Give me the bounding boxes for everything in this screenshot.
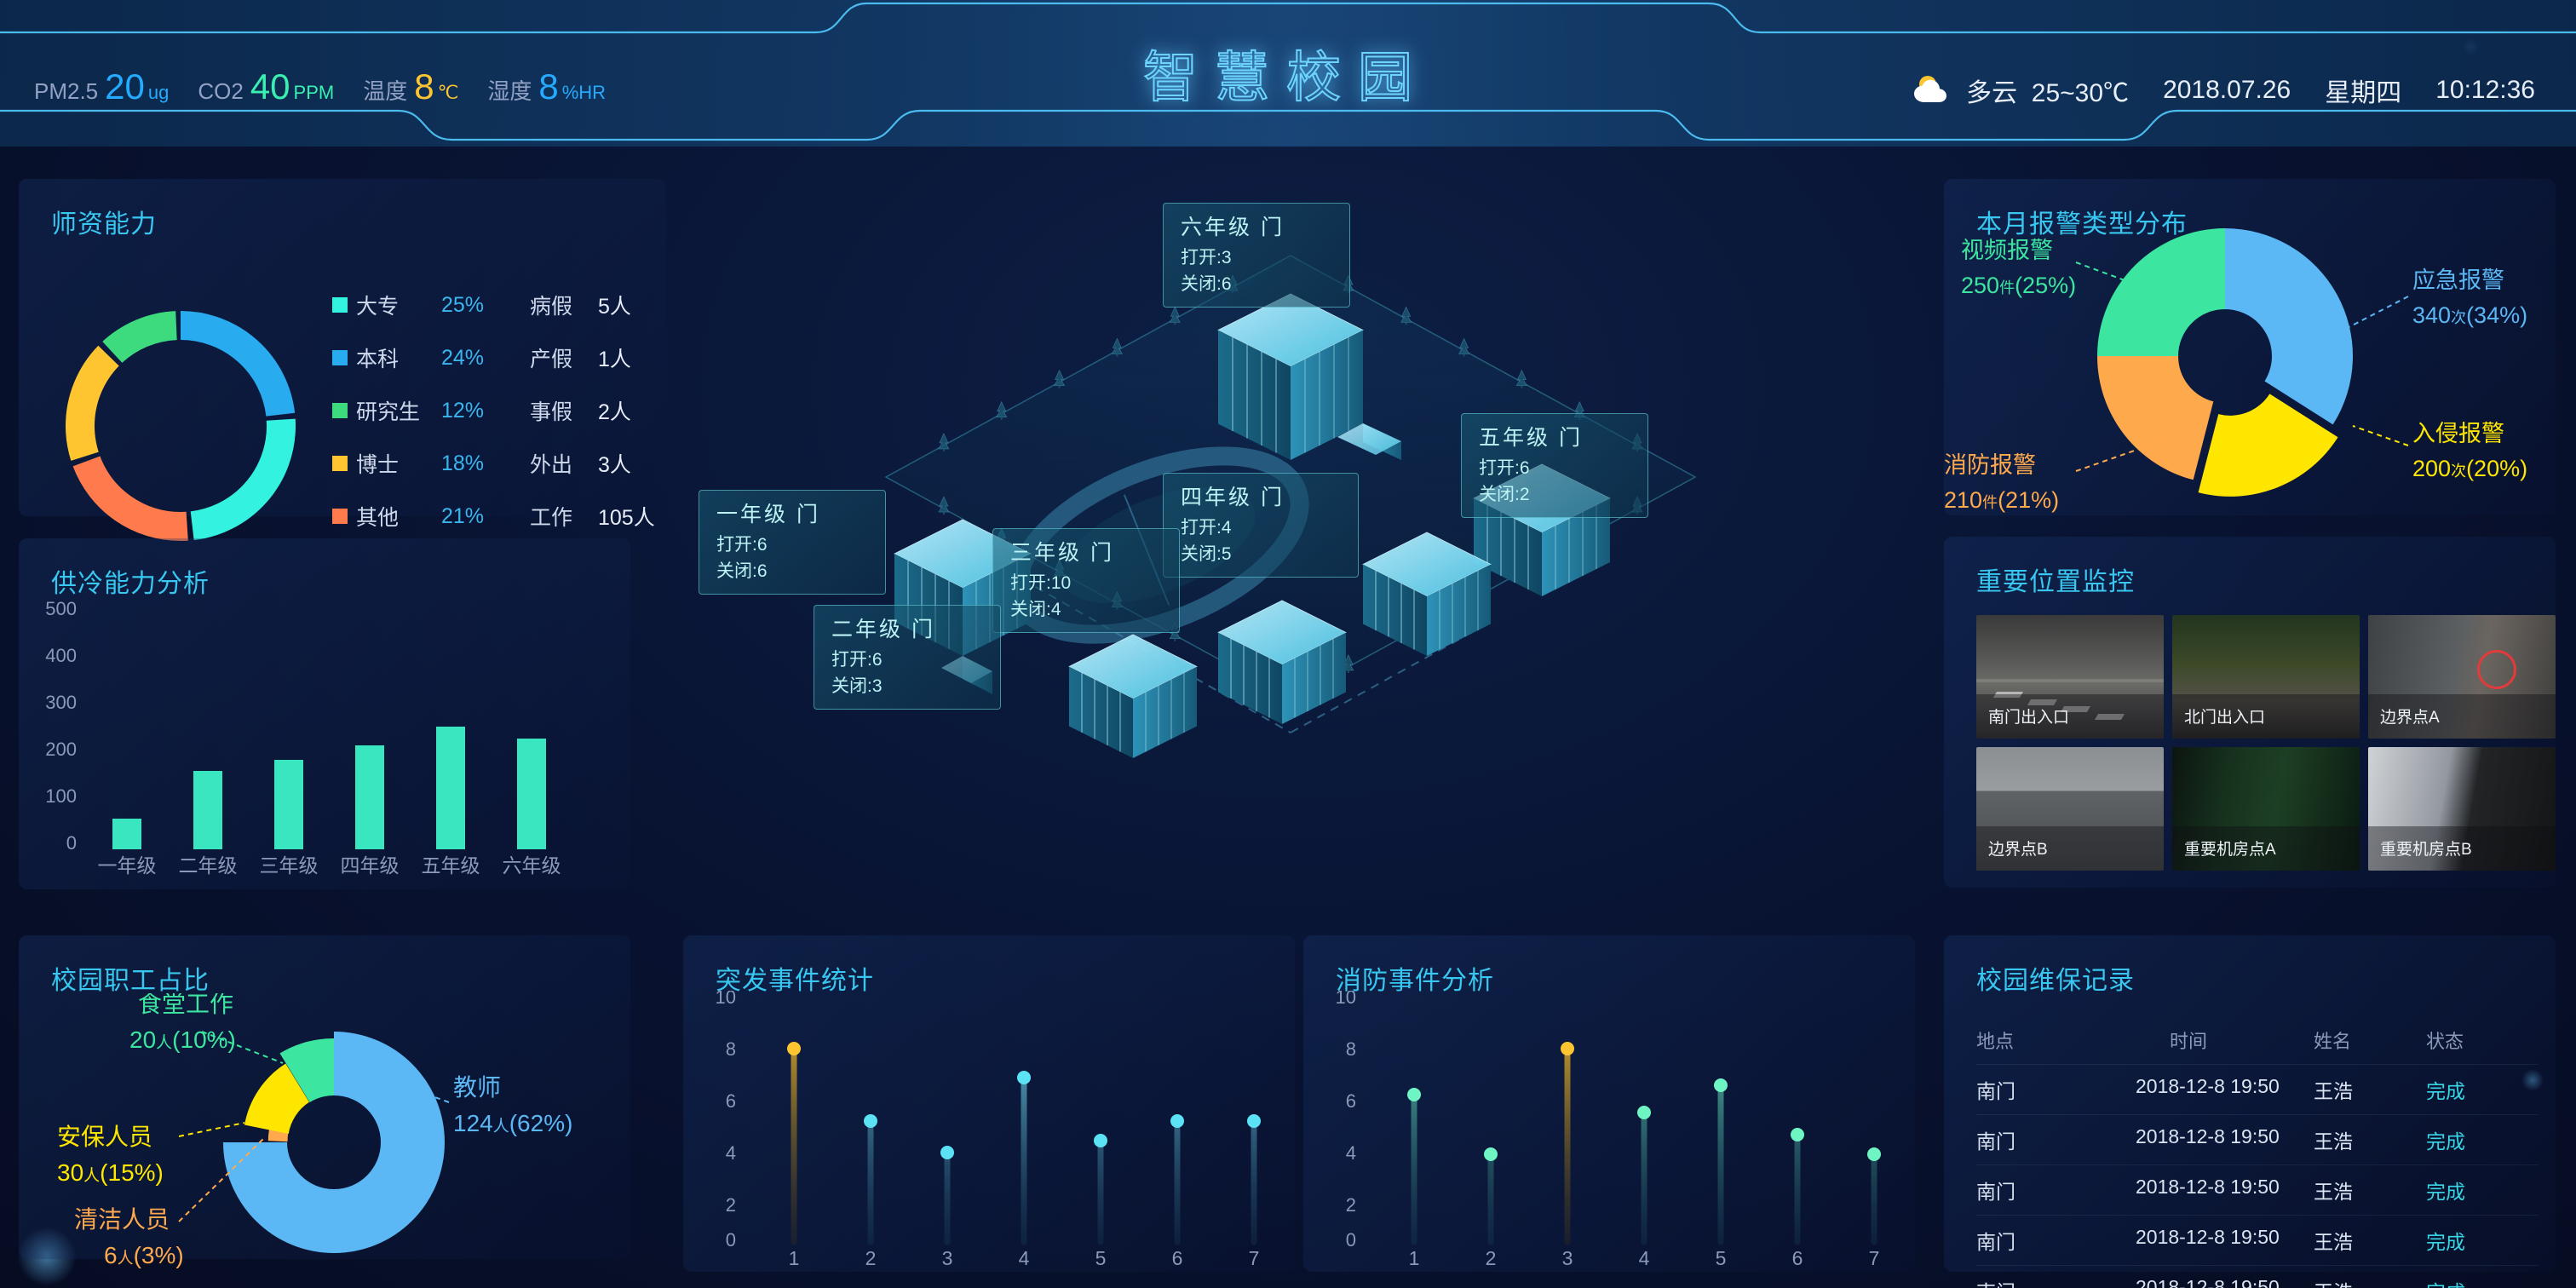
- svg-text:6: 6: [1792, 1247, 1803, 1269]
- svg-text:10: 10: [1336, 991, 1356, 1008]
- svg-text:2: 2: [726, 1194, 736, 1216]
- svg-text:入侵报警: 入侵报警: [2412, 421, 2504, 446]
- svg-text:清洁人员: 清洁人员: [74, 1206, 170, 1233]
- svg-text:6: 6: [1346, 1090, 1356, 1112]
- svg-text:食堂工作: 食堂工作: [138, 993, 233, 1017]
- svg-text:210件(21%): 210件(21%): [1944, 487, 2059, 513]
- svg-text:10: 10: [716, 991, 736, 1008]
- svg-text:8: 8: [726, 1038, 736, 1060]
- svg-text:2: 2: [865, 1247, 877, 1269]
- svg-text:消防报警: 消防报警: [1944, 452, 2036, 478]
- svg-text:6人(3%): 6人(3%): [104, 1242, 184, 1268]
- svg-text:1: 1: [789, 1247, 800, 1269]
- svg-text:三年级: 三年级: [260, 854, 319, 877]
- svg-text:视频报警: 视频报警: [1961, 238, 2053, 263]
- svg-text:100: 100: [45, 785, 77, 807]
- svg-text:0: 0: [1346, 1229, 1356, 1251]
- svg-text:二年级: 二年级: [179, 854, 238, 877]
- svg-text:五年级: 五年级: [422, 854, 480, 877]
- svg-text:4: 4: [1639, 1247, 1650, 1269]
- svg-text:4: 4: [1019, 1247, 1030, 1269]
- svg-text:340次(34%): 340次(34%): [2412, 302, 2527, 328]
- svg-text:六年级: 六年级: [503, 854, 561, 877]
- svg-text:2: 2: [1346, 1194, 1356, 1216]
- svg-text:30人(15%): 30人(15%): [57, 1159, 164, 1186]
- svg-text:4: 4: [726, 1142, 736, 1164]
- svg-text:250件(25%): 250件(25%): [1961, 273, 2076, 298]
- svg-text:0: 0: [726, 1229, 736, 1251]
- svg-text:5: 5: [1716, 1247, 1727, 1269]
- svg-text:20人(10%): 20人(10%): [129, 1026, 236, 1053]
- svg-text:四年级: 四年级: [341, 854, 400, 877]
- svg-text:3: 3: [1562, 1247, 1573, 1269]
- svg-text:7: 7: [1869, 1247, 1880, 1269]
- svg-text:6: 6: [1172, 1247, 1183, 1269]
- svg-text:2: 2: [1486, 1247, 1497, 1269]
- svg-text:教师: 教师: [453, 1074, 501, 1101]
- svg-text:124人(62%): 124人(62%): [453, 1110, 572, 1136]
- svg-text:一年级: 一年级: [98, 854, 157, 877]
- svg-text:3: 3: [942, 1247, 953, 1269]
- svg-text:7: 7: [1249, 1247, 1260, 1269]
- svg-text:300: 300: [45, 692, 77, 713]
- svg-text:6: 6: [726, 1090, 736, 1112]
- svg-text:500: 500: [45, 598, 77, 619]
- svg-text:1: 1: [1409, 1247, 1420, 1269]
- svg-text:5: 5: [1095, 1247, 1107, 1269]
- svg-text:400: 400: [45, 645, 77, 666]
- svg-text:应急报警: 应急报警: [2412, 267, 2504, 293]
- svg-text:安保人员: 安保人员: [57, 1124, 152, 1150]
- svg-text:200: 200: [45, 739, 77, 760]
- svg-text:200次(20%): 200次(20%): [2412, 456, 2527, 481]
- svg-text:4: 4: [1346, 1142, 1356, 1164]
- svg-text:0: 0: [66, 832, 77, 854]
- svg-text:8: 8: [1346, 1038, 1356, 1060]
